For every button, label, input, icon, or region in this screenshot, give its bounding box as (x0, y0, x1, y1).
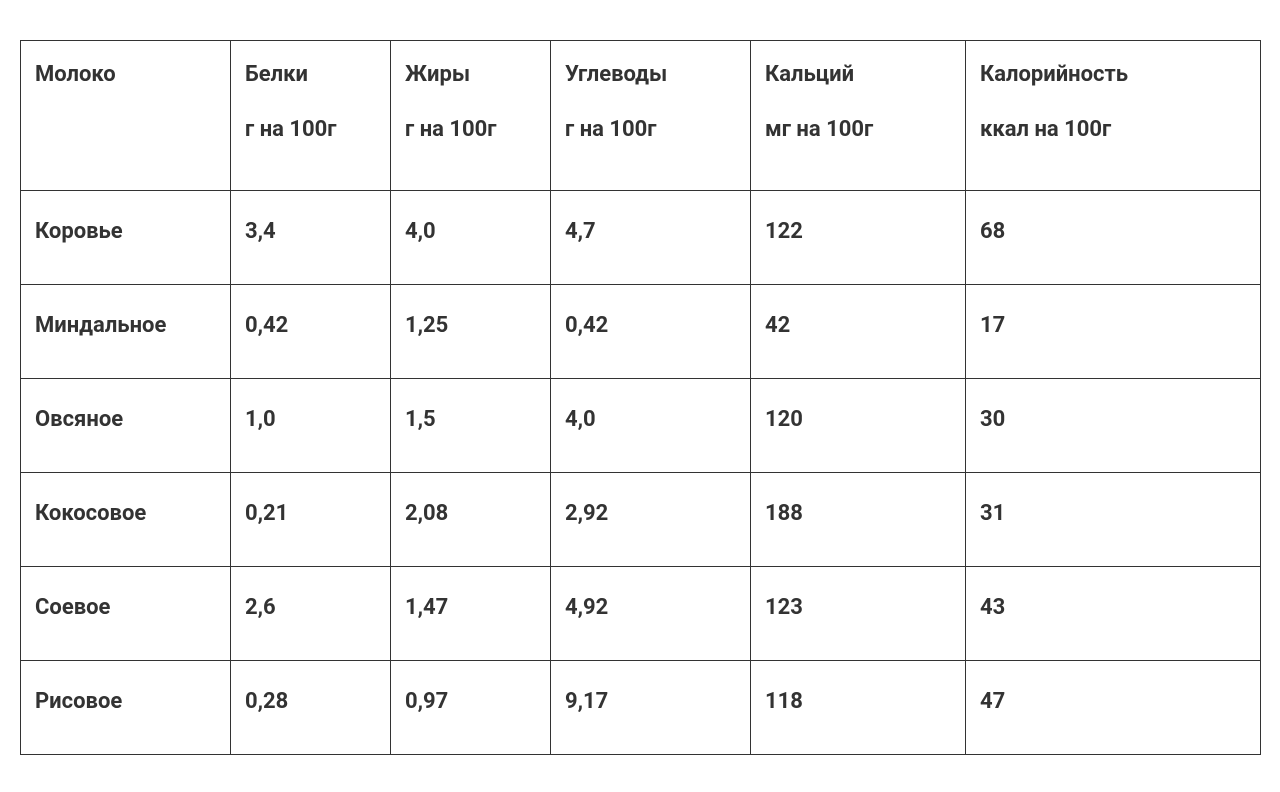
table-row: Овсяное 1,0 1,5 4,0 120 30 (21, 379, 1261, 473)
column-unit: г на 100г (245, 116, 376, 145)
table-row: Рисовое 0,28 0,97 9,17 118 47 (21, 661, 1261, 755)
column-unit: г на 100г (405, 116, 536, 145)
cell-value: 47 (966, 661, 1261, 755)
cell-value: 17 (966, 285, 1261, 379)
table-row: Соевое 2,6 1,47 4,92 123 43 (21, 567, 1261, 661)
cell-value: 120 (751, 379, 966, 473)
cell-value: 9,17 (551, 661, 751, 755)
table-row: Миндальное 0,42 1,25 0,42 42 17 (21, 285, 1261, 379)
row-label: Миндальное (21, 285, 231, 379)
cell-value: 0,21 (231, 473, 391, 567)
row-label: Кокосовое (21, 473, 231, 567)
column-header-carbs: Углеводы г на 100г (551, 41, 751, 191)
row-label: Соевое (21, 567, 231, 661)
cell-value: 0,97 (391, 661, 551, 755)
cell-value: 1,5 (391, 379, 551, 473)
cell-value: 1,47 (391, 567, 551, 661)
cell-value: 0,42 (231, 285, 391, 379)
cell-value: 0,28 (231, 661, 391, 755)
table-body: Коровье 3,4 4,0 4,7 122 68 Миндальное 0,… (21, 191, 1261, 755)
row-label: Рисовое (21, 661, 231, 755)
cell-value: 1,0 (231, 379, 391, 473)
cell-value: 4,0 (551, 379, 751, 473)
table-row: Кокосовое 0,21 2,08 2,92 188 31 (21, 473, 1261, 567)
cell-value: 2,08 (391, 473, 551, 567)
cell-value: 2,6 (231, 567, 391, 661)
milk-nutrition-table: Молоко Белки г на 100г Жиры г на 100г Уг… (20, 40, 1261, 755)
column-title: Углеводы (565, 61, 736, 90)
row-label: Овсяное (21, 379, 231, 473)
column-title: Белки (245, 61, 376, 90)
column-header-calories: Калорийность ккал на 100г (966, 41, 1261, 191)
row-label: Коровье (21, 191, 231, 285)
cell-value: 4,0 (391, 191, 551, 285)
cell-value: 43 (966, 567, 1261, 661)
cell-value: 30 (966, 379, 1261, 473)
cell-value: 1,25 (391, 285, 551, 379)
table-row: Коровье 3,4 4,0 4,7 122 68 (21, 191, 1261, 285)
cell-value: 0,42 (551, 285, 751, 379)
column-header-protein: Белки г на 100г (231, 41, 391, 191)
cell-value: 3,4 (231, 191, 391, 285)
cell-value: 4,7 (551, 191, 751, 285)
column-header-milk: Молоко (21, 41, 231, 191)
column-title: Жиры (405, 61, 536, 90)
cell-value: 42 (751, 285, 966, 379)
cell-value: 31 (966, 473, 1261, 567)
cell-value: 2,92 (551, 473, 751, 567)
cell-value: 122 (751, 191, 966, 285)
table-header-row: Молоко Белки г на 100г Жиры г на 100г Уг… (21, 41, 1261, 191)
cell-value: 68 (966, 191, 1261, 285)
cell-value: 123 (751, 567, 966, 661)
column-unit: ккал на 100г (980, 116, 1246, 145)
column-header-calcium: Кальций мг на 100г (751, 41, 966, 191)
column-unit: мг на 100г (765, 116, 951, 145)
cell-value: 118 (751, 661, 966, 755)
column-title: Молоко (35, 61, 216, 90)
column-title: Кальций (765, 61, 951, 90)
cell-value: 188 (751, 473, 966, 567)
column-header-fat: Жиры г на 100г (391, 41, 551, 191)
cell-value: 4,92 (551, 567, 751, 661)
column-title: Калорийность (980, 61, 1246, 90)
column-unit: г на 100г (565, 116, 736, 145)
